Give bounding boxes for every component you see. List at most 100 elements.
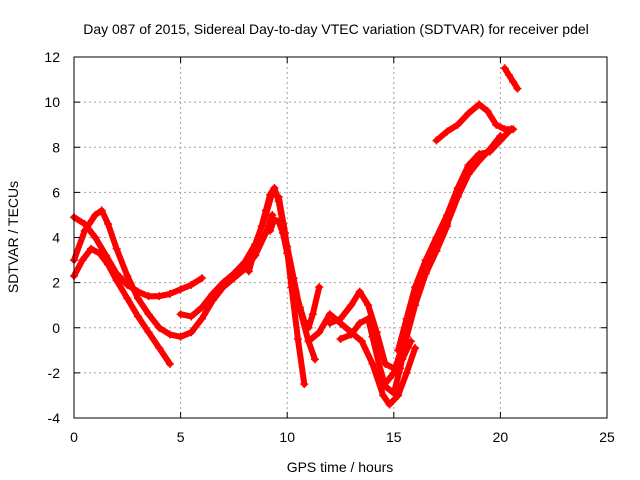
series-line [71,207,276,340]
data-point [112,276,121,285]
data-point [165,359,174,368]
data-point [364,314,373,323]
y-tick-label: 12 [44,49,60,65]
data-point [411,283,420,292]
data-point [304,337,313,346]
data-point [432,136,441,145]
x-tick-label: 5 [177,429,185,445]
data-point [197,303,206,312]
data-point [219,278,228,287]
data-point [509,77,518,86]
x-tick-label: 0 [70,429,78,445]
data-point [500,125,509,134]
data-point [197,274,206,283]
data-point [144,292,153,301]
data-point [91,210,100,219]
data-point [385,400,394,409]
data-point [165,289,174,298]
data-point [87,244,96,253]
data-point [266,190,275,199]
x-tick-label: 10 [279,429,295,445]
data-point [379,382,388,391]
y-tick-label: 2 [52,275,60,291]
series-line [501,65,521,92]
x-axis-label: GPS time / hours [287,459,394,475]
data-point [364,301,373,310]
data-point [300,380,309,389]
data-point [91,233,100,242]
data-point [485,145,494,154]
y-tick-label: -4 [48,410,61,426]
chart-title: Day 087 of 2015, Sidereal Day-to-day VTE… [83,21,589,37]
data-point [347,301,356,310]
data-point [155,344,164,353]
data-point [509,125,518,134]
data-point [187,312,196,321]
data-point [123,294,132,303]
data-point [155,323,164,332]
x-tick-label: 20 [493,429,509,445]
data-point [155,292,164,301]
series-line [380,126,515,390]
data-point [347,330,356,339]
data-point [144,310,153,319]
data-point [187,328,196,337]
data-point [123,271,132,280]
data-point [394,346,403,355]
data-point [355,287,364,296]
data-point [176,310,185,319]
data-point [443,127,452,136]
data-point [176,285,185,294]
data-point [144,328,153,337]
data-point [291,287,300,296]
series-line [305,311,419,408]
data-point [78,256,87,265]
series-13 [500,64,522,93]
data-point [315,328,324,337]
data-point [304,323,313,332]
data-point [325,310,334,319]
data-point [464,109,473,118]
data-point [504,71,513,80]
data-point [270,183,279,192]
data-point [176,332,185,341]
data-point [336,335,345,344]
data-point [295,303,304,312]
data-point [402,314,411,323]
series-12 [432,100,518,145]
series-line [177,189,308,388]
series-6 [266,215,324,332]
data-point [240,258,249,267]
data-point [325,319,334,328]
data-point [389,368,398,377]
data-point [443,219,452,228]
data-point [274,197,283,206]
data-point [197,314,206,323]
data-point [208,289,217,298]
data-point [300,316,309,325]
data-point [133,294,142,303]
data-point [357,337,366,346]
data-point [270,215,279,224]
data-point [496,131,505,140]
y-tick-label: 6 [52,184,60,200]
data-point [374,359,383,368]
data-point [261,206,270,215]
data-point [97,206,106,215]
series-line [337,223,451,397]
data-point [244,267,253,276]
data-point [315,283,324,292]
data-point [368,332,377,341]
data-point [95,249,104,258]
series-2 [70,244,174,368]
data-point [492,120,501,129]
data-point [104,260,113,269]
series-3 [70,206,277,341]
data-point [229,269,238,278]
data-point [251,244,260,253]
data-point [266,226,275,235]
data-point [355,319,364,328]
y-tick-label: -2 [48,365,61,381]
ticks: 0 5 10 15 20 25 -4 -2 0 2 4 6 8 10 12 [44,49,615,445]
